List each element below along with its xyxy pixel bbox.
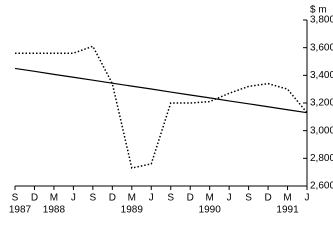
x-tick-label: J [71,193,76,204]
x-tick-label: J [227,193,232,204]
line-series [14,67,308,114]
x-tick-label: S [90,193,97,204]
year-label: 1991 [276,205,299,216]
y-tick-label: 3,600 [310,42,333,53]
x-tick-label: S [12,193,19,204]
x-tick-label: S [167,193,174,204]
year-label: 1990 [199,205,222,216]
y-tick-label: 2,800 [310,153,333,164]
x-tick-label: D [109,193,116,204]
y-tick-label: 3,200 [310,98,333,109]
y-tick-label: 3,400 [310,70,333,81]
page: $ m 2,600 2,800 3,000 3,200 3,400 3,600 3,800 S… [8,4,333,216]
x-tick-label: S [245,193,252,204]
x-tick-label: M [50,193,58,204]
x-tick-label: D [187,193,194,204]
chart: $ m 2,600 2,800 3,000 3,200 3,400 3,600 3,800 S… [9,5,333,216]
year-label: 1987 [9,205,32,216]
x-tick-label: D [31,193,38,204]
y-tick-label: 2,600 [310,181,333,192]
x-tick-label: M [205,193,213,204]
y-tick-label: 3,800 [310,15,333,26]
y-tick-label: 3,000 [310,125,333,136]
x-tick-label: M [283,193,291,204]
year-label: 1989 [121,205,144,216]
x-tick-label: D [264,193,271,204]
x-tick-label: J [305,193,310,204]
x-tick-label: M [128,193,136,204]
year-label: 1988 [43,205,66,216]
x-tick-label: J [149,193,154,204]
line-series [15,45,308,169]
y-unit-label: $ m [310,5,327,16]
